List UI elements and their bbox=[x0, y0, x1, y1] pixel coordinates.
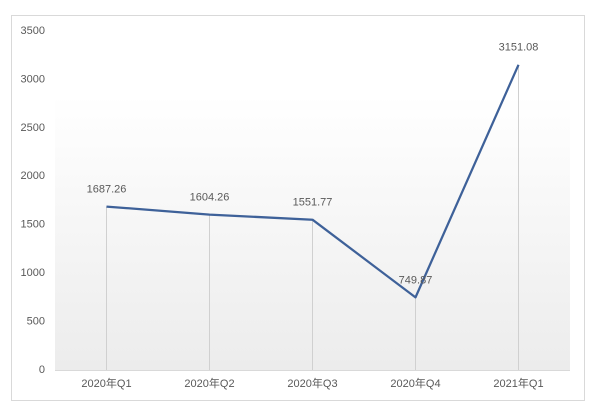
y-tick-label: 2000 bbox=[21, 170, 45, 182]
data-label: 1604.26 bbox=[190, 192, 230, 204]
y-tick-label: 3000 bbox=[21, 73, 45, 85]
data-label: 1687.26 bbox=[87, 183, 127, 195]
y-tick-label: 500 bbox=[27, 315, 45, 327]
y-tick-label: 0 bbox=[39, 364, 45, 376]
y-tick-label: 3500 bbox=[21, 25, 45, 37]
y-tick-label: 1500 bbox=[21, 219, 45, 231]
data-label: 3151.08 bbox=[499, 42, 539, 54]
x-tick-label: 2020年Q3 bbox=[287, 376, 337, 390]
data-label: 1551.77 bbox=[293, 197, 333, 209]
y-tick-label: 1000 bbox=[21, 267, 45, 279]
x-tick-label: 2021年Q1 bbox=[493, 376, 543, 390]
x-tick-label: 2020年Q4 bbox=[390, 376, 440, 390]
series-line bbox=[106, 64, 520, 299]
x-tick-label: 2020年Q1 bbox=[81, 376, 131, 390]
x-tick-label: 2020年Q2 bbox=[184, 376, 234, 390]
data-label: 749.87 bbox=[399, 274, 433, 286]
y-tick-label: 2500 bbox=[21, 122, 45, 134]
